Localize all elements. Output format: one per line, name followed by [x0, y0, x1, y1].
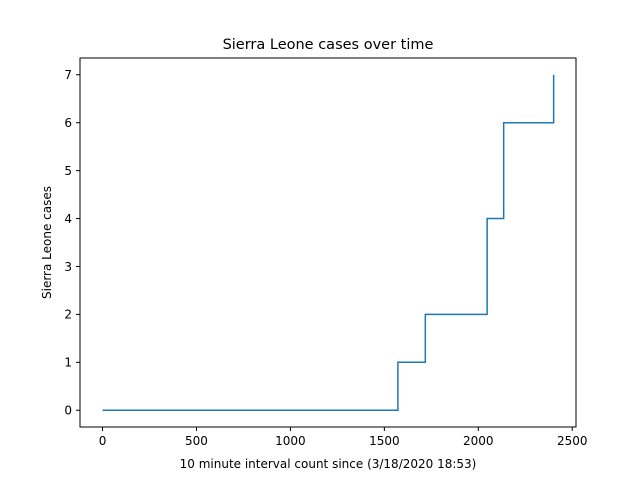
- y-axis-label: Sierra Leone cases: [40, 186, 54, 299]
- y-tick-label: 6: [64, 116, 72, 130]
- x-axis: 0 500 1000 1500 2000 2500: [99, 427, 588, 448]
- plot-area: 0 500 1000 1500 2000 2500 0 1 2 3 4 5 6 7: [64, 57, 588, 448]
- x-tick-label: 1000: [275, 434, 306, 448]
- y-tick-label: 2: [64, 308, 72, 322]
- y-tick-label: 5: [64, 164, 72, 178]
- x-tick-label: 500: [185, 434, 208, 448]
- x-tick-label: 0: [99, 434, 107, 448]
- x-tick-label: 1500: [369, 434, 400, 448]
- x-tick-label: 2000: [463, 434, 494, 448]
- series-layer: [102, 74, 555, 411]
- x-tick-label: 2500: [557, 434, 588, 448]
- axes-frame: [79, 57, 577, 428]
- y-tick-label: 7: [64, 68, 72, 82]
- y-tick-label: 3: [64, 260, 72, 274]
- y-tick-label: 0: [64, 404, 72, 418]
- y-tick-label: 4: [64, 212, 72, 226]
- chart-title: Sierra Leone cases over time: [223, 37, 434, 53]
- x-axis-label: 10 minute interval count since (3/18/202…: [180, 457, 477, 471]
- cases-step-line: [102, 74, 555, 411]
- y-tick-label: 1: [64, 356, 72, 370]
- y-axis: 0 1 2 3 4 5 6 7: [64, 68, 80, 418]
